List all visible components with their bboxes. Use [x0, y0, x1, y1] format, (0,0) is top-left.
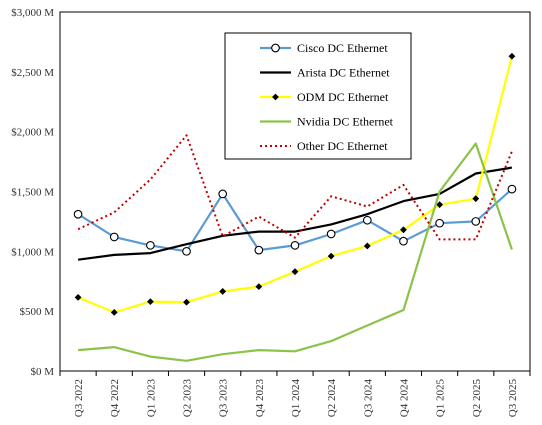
- legend-label: Other DC Ethernet: [297, 139, 388, 153]
- data-point: [109, 232, 119, 242]
- data-point: [255, 283, 263, 291]
- data-point: [110, 308, 118, 316]
- legend-label: Nvidia DC Ethernet: [297, 115, 394, 129]
- x-tick-label: Q2 2023: [182, 379, 194, 418]
- y-tick-label: $1,500 M: [11, 187, 54, 199]
- chart-axes: $0 M $500 M $1,000 M $1,500 M $2,000 M $2,500…: [11, 7, 531, 418]
- legend-box: [224, 32, 412, 160]
- x-tick-label: Q3 2023: [218, 379, 230, 418]
- data-point: [218, 189, 228, 199]
- series-odm-dc-ethernet: [74, 52, 516, 316]
- data-point: [219, 288, 227, 295]
- data-point: [327, 252, 335, 260]
- y-tick-label: $2,000 M: [11, 127, 54, 139]
- data-point: [290, 241, 300, 250]
- data-point: [363, 242, 371, 250]
- x-tick-label: Q3 2024: [362, 379, 374, 418]
- x-tick-label: Q1 2023: [145, 379, 157, 418]
- data-point: [182, 246, 191, 256]
- legend-marker: [271, 43, 280, 53]
- data-point: [436, 201, 444, 209]
- legend-label: Arista DC Ethernet: [297, 66, 390, 80]
- data-point: [326, 229, 336, 239]
- x-tick-label: Q4 2022: [109, 379, 121, 417]
- x-tick-label: Q2 2024: [326, 379, 338, 418]
- x-tick-label: Q4 2024: [398, 379, 410, 418]
- x-tick-label: Q1 2025: [435, 379, 447, 418]
- data-point: [183, 298, 190, 306]
- data-point: [254, 245, 264, 255]
- series-nvidia-dc-ethernet: [78, 142, 513, 362]
- x-tick-label: Q4 2023: [254, 379, 266, 418]
- data-point: [472, 195, 480, 203]
- data-point: [74, 294, 82, 301]
- legend: Cisco DC Ethernet Arista DC Ethernet ODM D…: [224, 32, 412, 160]
- series-cisco-dc-ethernet: [73, 184, 517, 256]
- x-tick-label: Q1 2024: [290, 379, 302, 418]
- data-point: [146, 298, 154, 305]
- legend-label: ODM DC Ethernet: [297, 90, 389, 104]
- data-point: [399, 236, 408, 246]
- series-line: [78, 142, 513, 362]
- data-point: [146, 241, 155, 250]
- x-tick-label: Q3 2025: [507, 379, 519, 418]
- series-layer: [73, 52, 517, 362]
- data-point: [507, 184, 517, 194]
- x-tick-label: Q3 2022: [73, 379, 85, 417]
- data-point: [362, 215, 372, 225]
- y-tick-label: $500 M: [19, 306, 54, 318]
- data-point: [471, 217, 481, 226]
- y-tick-label: $0 M: [30, 366, 54, 378]
- y-tick-label: $2,500 M: [11, 67, 54, 79]
- y-tick-label: $3,000 M: [11, 7, 54, 19]
- series-other-dc-ethernet: [77, 134, 513, 241]
- legend-label: Cisco DC Ethernet: [297, 41, 388, 55]
- x-tick-label: Q2 2025: [471, 379, 483, 418]
- data-point: [400, 226, 407, 234]
- data-point: [508, 52, 516, 60]
- data-point: [73, 209, 83, 219]
- y-tick-label: $1,000 M: [11, 246, 54, 258]
- legend-marker: [272, 93, 279, 101]
- plot-area-border: [59, 11, 531, 372]
- series-line: [77, 134, 513, 241]
- data-point: [435, 218, 444, 228]
- data-point: [291, 268, 299, 276]
